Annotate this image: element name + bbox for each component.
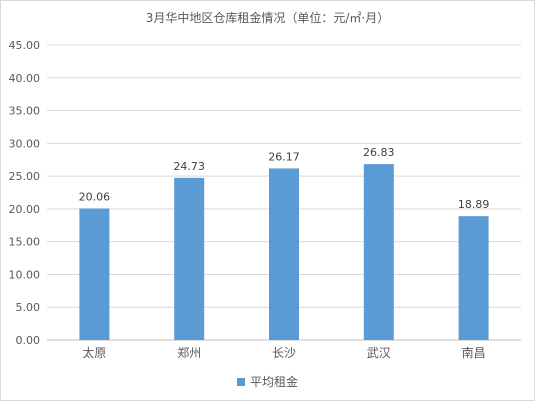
data-label: 18.89 (458, 198, 490, 211)
y-tick-label: 40.00 (9, 72, 41, 85)
y-tick-label: 0.00 (16, 334, 41, 347)
chart-title: 3月华中地区仓库租金情况（单位：元/㎡·月） (145, 11, 390, 25)
legend-label: 平均租金 (249, 375, 298, 389)
x-tick-label: 郑州 (177, 345, 201, 360)
y-tick-label: 25.00 (9, 170, 41, 183)
data-label: 20.06 (79, 190, 111, 203)
x-tick-label: 南昌 (462, 345, 486, 360)
bar-chart: 0.00 5.00 10.00 15.00 20.00 25.00 30.00 35.00 40… (9, 39, 521, 360)
x-tick-label: 武汉 (367, 346, 391, 360)
legend-swatch (236, 377, 245, 386)
y-tick-label: 20.00 (9, 203, 41, 216)
y-tick-label: 15.00 (9, 236, 41, 249)
y-tick-label: 30.00 (9, 137, 41, 150)
legend: 平均租金 (1, 373, 534, 390)
data-label: 26.17 (268, 150, 300, 163)
y-tick-label: 45.00 (9, 39, 41, 52)
data-label: 24.73 (173, 160, 205, 173)
x-tick-label: 太原 (82, 345, 106, 360)
y-tick-label: 10.00 (9, 268, 41, 281)
bar (458, 216, 489, 340)
bar (79, 208, 110, 340)
x-tick-label: 长沙 (272, 346, 296, 360)
bar (269, 168, 299, 340)
bar (363, 164, 394, 340)
bar (174, 177, 205, 340)
y-tick-label: 5.00 (16, 301, 41, 314)
data-label: 26.83 (363, 146, 395, 159)
y-tick-label: 35.00 (9, 105, 41, 118)
